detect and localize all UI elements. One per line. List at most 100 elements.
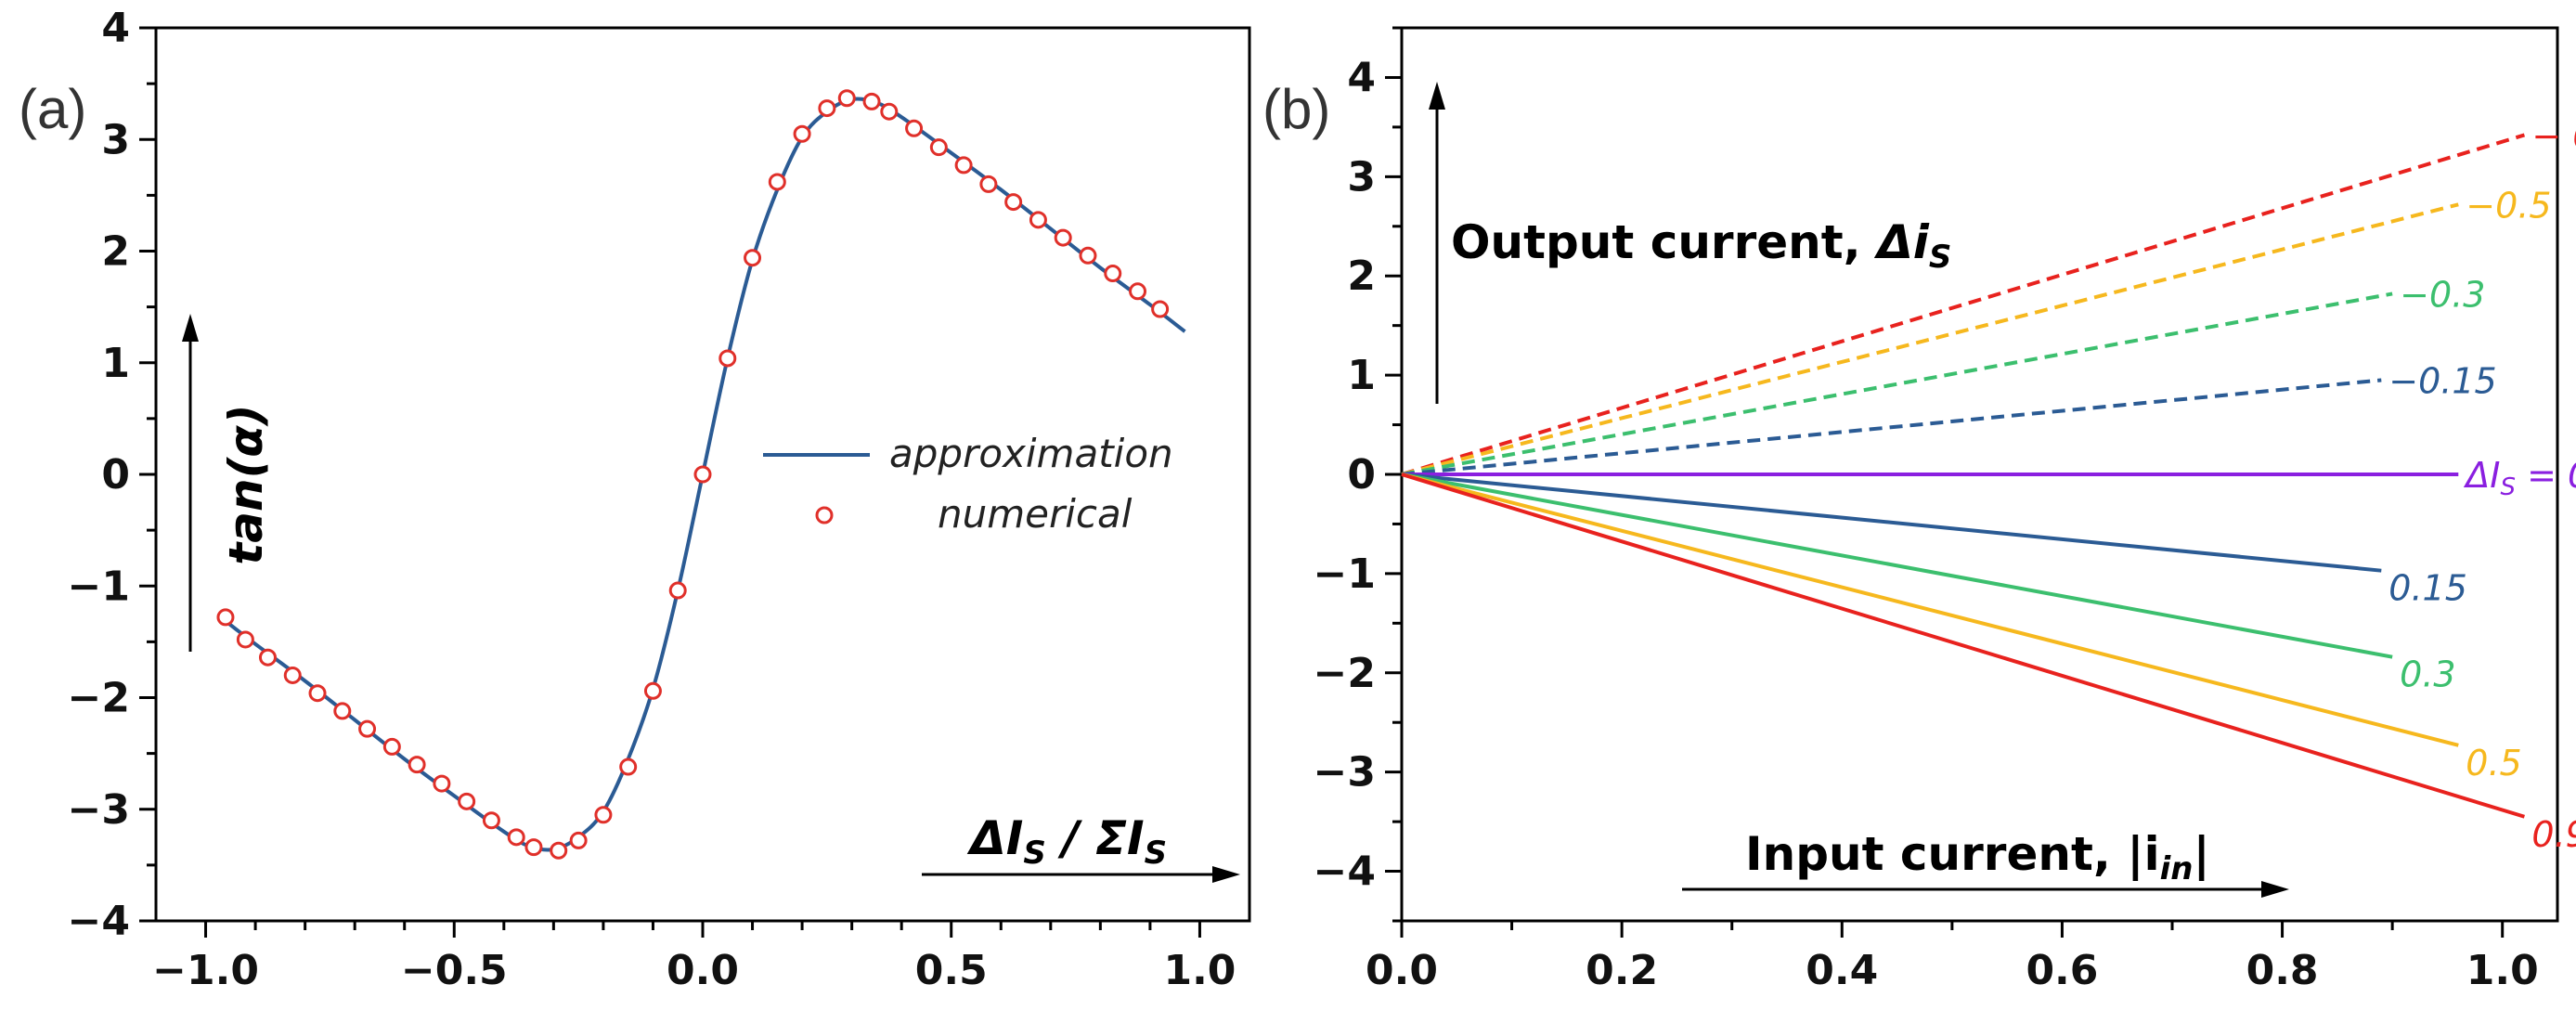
panel-b-xtick-label: 0.6 bbox=[2026, 947, 2098, 994]
numerical-point bbox=[1151, 300, 1170, 318]
panel-a-ticks bbox=[139, 26, 1201, 938]
series-line-solid_0-5 bbox=[1401, 473, 2459, 747]
panel-b-ytick-label: 0 bbox=[1347, 451, 1376, 499]
numerical-point bbox=[1029, 211, 1047, 229]
series-line-solid_0-3 bbox=[1401, 473, 2393, 659]
panel-b-ylabel: Output current, ΔiS bbox=[1451, 215, 1951, 276]
series-label-solid_0-15: 0.15 bbox=[2388, 568, 2467, 609]
numerical-point bbox=[1054, 228, 1072, 247]
panel-b-ytick-label: −4 bbox=[1314, 848, 1376, 896]
numerical-point bbox=[550, 841, 568, 860]
numerical-point bbox=[458, 792, 476, 810]
series-line-dashed_0-5 bbox=[1401, 202, 2459, 476]
numerical-point bbox=[954, 156, 973, 175]
panel-b-xtick-label: 0.4 bbox=[1806, 947, 1878, 994]
series-label-dashed_0-5: −0.5 bbox=[2466, 185, 2551, 226]
series-line-dashed_0-15 bbox=[1401, 378, 2382, 476]
numerical-point bbox=[308, 684, 327, 703]
panel-b-ticks bbox=[1385, 26, 2505, 938]
panel-a-xtick-label: −0.5 bbox=[401, 947, 508, 994]
panel-a-ytick-label: 2 bbox=[101, 228, 130, 276]
numerical-point bbox=[433, 774, 451, 793]
panel-a-ytick-label: 4 bbox=[101, 5, 130, 52]
panel-b-xtick-label: 1.0 bbox=[2466, 947, 2539, 994]
panel-a-xtick-label: 1.0 bbox=[1163, 947, 1236, 994]
series-line-solid_0-15 bbox=[1401, 473, 2382, 573]
numerical-point bbox=[507, 828, 525, 847]
panel-b-xlabel: Input current, |iin| bbox=[1745, 827, 2210, 887]
panel-a-ytick-label: 3 bbox=[101, 116, 130, 163]
series-label-solid_0-5: 0.5 bbox=[2466, 743, 2521, 783]
numerical-point bbox=[862, 92, 881, 110]
numerical-point bbox=[524, 838, 543, 857]
panel-a: (a) −1.0 −0.5 0.0 0.5 1.0 −4 −3 −2 −1 0 1 2 3 4 tan(α… bbox=[19, 5, 1251, 994]
numerical-point bbox=[569, 831, 588, 849]
numerical-point bbox=[594, 806, 613, 824]
legend-numerical-marker bbox=[815, 506, 834, 524]
panel-b: (b) 0.0 0.2 0.4 0.6 0.8 1.0 −4 −3 −2 −1 0 1 2 3 4 − 0.… bbox=[1262, 26, 2576, 994]
numerical-point bbox=[880, 102, 899, 121]
numerical-point bbox=[643, 681, 662, 700]
numerical-point bbox=[693, 465, 712, 484]
panel-a-ytick-label: 0 bbox=[101, 451, 130, 499]
legend-numerical-label: numerical bbox=[938, 491, 1133, 537]
numerical-point bbox=[283, 666, 302, 684]
numerical-point bbox=[837, 89, 856, 108]
panel-a-y-arrowhead bbox=[182, 314, 199, 342]
legend-approximation-label: approximation bbox=[889, 431, 1173, 476]
numerical-point bbox=[236, 630, 254, 649]
panel-b-ytick-label: −1 bbox=[1314, 550, 1376, 598]
panel-b-ytick-label: −2 bbox=[1314, 650, 1376, 697]
series-line-dashed_0-3 bbox=[1401, 291, 2393, 476]
panel-a-ytick-label: −2 bbox=[68, 675, 130, 722]
numerical-point bbox=[358, 719, 377, 738]
panel-a-xlabel: ΔIS / ΣIS bbox=[966, 811, 1167, 872]
panel-b-tick-labels: 0.0 0.2 0.4 0.6 0.8 1.0 −4 −3 −2 −1 0 1 2 3 4 bbox=[1314, 54, 2539, 994]
series-label-dashed_0-3: −0.3 bbox=[2400, 274, 2485, 315]
numerical-point bbox=[333, 702, 352, 720]
numerical-point bbox=[382, 737, 401, 756]
numerical-point bbox=[668, 581, 687, 600]
numerical-point bbox=[979, 175, 998, 193]
panel-a-tick-labels: −1.0 −0.5 0.0 0.5 1.0 −4 −3 −2 −1 0 1 2 3 4 bbox=[68, 5, 1236, 994]
numerical-point bbox=[768, 173, 786, 191]
panel-b-ytick-label: 3 bbox=[1347, 153, 1376, 201]
series-label-solid_0-9: 0.9 bbox=[2531, 814, 2576, 855]
numerical-point bbox=[482, 811, 500, 830]
numerical-markers bbox=[216, 89, 1170, 860]
legend: approximation numerical bbox=[763, 431, 1173, 537]
panel-a-label: (a) bbox=[19, 78, 86, 140]
numerical-point bbox=[408, 756, 426, 774]
numerical-point bbox=[718, 349, 737, 368]
panel-b-lines bbox=[1401, 133, 2526, 819]
panel-b-ytick-label: −3 bbox=[1314, 749, 1376, 796]
panel-a-ylabel: tan(α) bbox=[219, 404, 273, 564]
panel-b-x-arrowhead bbox=[2261, 881, 2289, 898]
panel-a-ytick-label: −3 bbox=[68, 786, 130, 834]
series-line-dashed_0-9 bbox=[1401, 133, 2526, 476]
panel-b-ytick-label: 1 bbox=[1347, 352, 1376, 399]
numerical-point bbox=[216, 608, 235, 627]
panel-b-label: (b) bbox=[1262, 78, 1330, 140]
series-label-dashed_0-9: − 0.9 bbox=[2531, 115, 2576, 156]
panel-b-ytick-label: 4 bbox=[1347, 54, 1376, 101]
series-label-solid_0-3: 0.3 bbox=[2400, 654, 2455, 695]
panel-a-ytick-label: −1 bbox=[68, 563, 130, 610]
numerical-point bbox=[1004, 193, 1023, 212]
panel-a-xtick-label: 0.5 bbox=[915, 947, 988, 994]
numerical-point bbox=[929, 138, 948, 157]
panel-a-ytick-label: 1 bbox=[101, 340, 130, 387]
panel-a-xtick-label: −1.0 bbox=[152, 947, 259, 994]
panel-b-xtick-label: 0.2 bbox=[1586, 947, 1658, 994]
panel-b-xtick-label: 0.8 bbox=[2246, 947, 2319, 994]
series-line-solid_0-9 bbox=[1401, 473, 2526, 819]
panel-b-xtick-label: 0.0 bbox=[1366, 947, 1438, 994]
numerical-point bbox=[744, 249, 762, 267]
panel-b-y-arrowhead bbox=[1429, 82, 1445, 110]
numerical-point bbox=[818, 99, 836, 118]
numerical-point bbox=[1129, 282, 1147, 301]
numerical-point bbox=[793, 124, 811, 143]
numerical-point bbox=[1104, 265, 1122, 283]
panel-a-xtick-label: 0.0 bbox=[667, 947, 739, 994]
